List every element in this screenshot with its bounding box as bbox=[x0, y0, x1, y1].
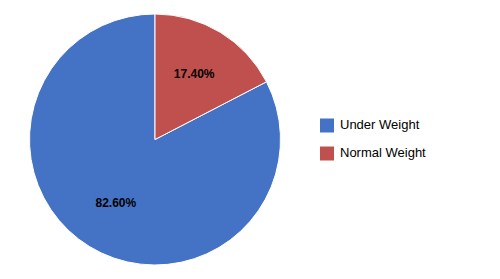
legend-item: Normal Weight bbox=[320, 145, 426, 161]
legend-label: Normal Weight bbox=[340, 145, 426, 160]
pie-slice bbox=[155, 14, 266, 140]
legend-label: Under Weight bbox=[340, 117, 420, 132]
legend-swatch bbox=[320, 147, 334, 161]
data-labels: 82.60% 17.40% bbox=[96, 67, 215, 210]
legend-swatch bbox=[320, 119, 334, 133]
chart: 82.60% 17.40% Under Weight Normal Weight bbox=[0, 0, 500, 279]
chart-container: 82.60% 17.40% Under Weight Normal Weight bbox=[0, 0, 500, 279]
data-label: 82.60% bbox=[96, 196, 137, 210]
legend: Under Weight Normal Weight bbox=[320, 117, 426, 161]
data-label: 17.40% bbox=[174, 67, 215, 81]
pie-slice bbox=[29, 14, 280, 265]
legend-item: Under Weight bbox=[320, 117, 420, 133]
pie bbox=[29, 14, 280, 265]
